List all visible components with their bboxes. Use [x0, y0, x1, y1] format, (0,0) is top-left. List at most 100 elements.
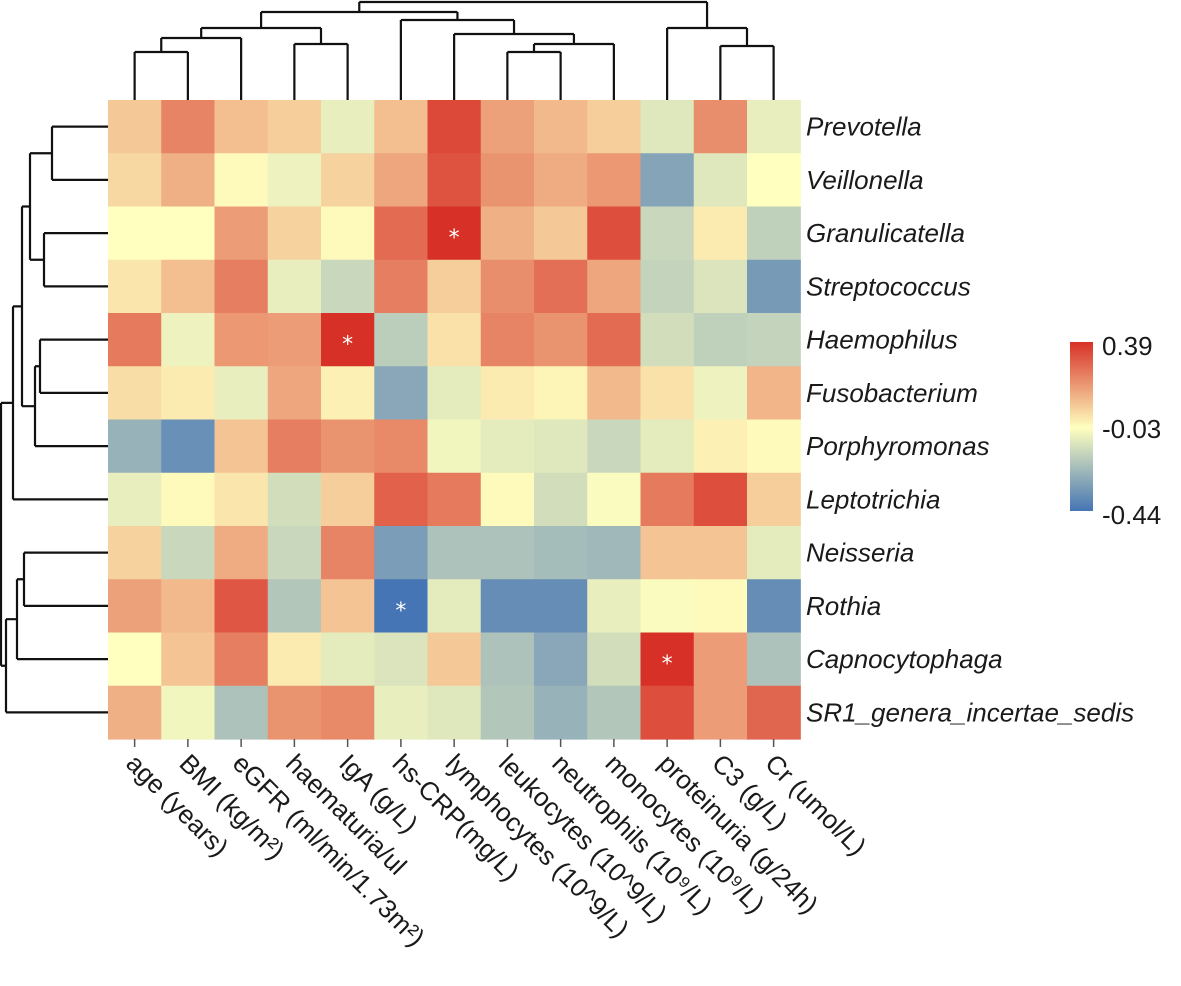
heatmap-cell-r5-c6	[427, 366, 482, 421]
significance-star: *	[395, 599, 406, 624]
significance-star: *	[449, 226, 460, 251]
heatmap-cell-r4-c6	[427, 313, 482, 367]
column-dendrogram-branch	[160, 36, 243, 100]
heatmap-cell-r3-c4	[321, 259, 375, 314]
significance-star: *	[342, 333, 353, 358]
heatmap-cell-r0-c5	[374, 100, 429, 154]
row-label-porphyromonas: Porphyromonas	[806, 431, 990, 461]
heatmap-cell-r6-c10	[640, 419, 695, 474]
heatmap-cell-r9-c1	[161, 579, 216, 634]
heatmap-cell-r5-c7	[480, 366, 535, 421]
heatmap-cell-r3-c7	[480, 259, 535, 314]
heatmap-cell-r10-c12	[747, 632, 801, 687]
heatmap-cell-r5-c3	[267, 366, 322, 421]
heatmap-cell-r9-c9	[587, 579, 642, 634]
heatmap-cell-r1-c9	[587, 153, 642, 208]
heatmap-cell-r0-c3	[267, 100, 322, 154]
heatmap-cell-r11-c7	[480, 685, 535, 740]
heatmap-cell-r5-c9	[587, 366, 642, 421]
heatmap-cell-r5-c2	[214, 366, 269, 421]
heatmap-cell-r1-c5	[374, 153, 429, 208]
legend-tick-label: -0.44	[1102, 500, 1161, 530]
heatmap-cells	[108, 100, 801, 740]
heatmap-cell-r11-c11	[693, 685, 748, 740]
row-label-capnocytophaga: Capnocytophaga	[806, 644, 1003, 674]
heatmap-cell-r0-c10	[640, 100, 695, 154]
column-dendrogram-branch	[133, 50, 189, 100]
heatmap-cell-r0-c9	[587, 100, 642, 154]
heatmap-cell-r0-c0	[108, 100, 162, 154]
heatmap-cell-r3-c9	[587, 259, 642, 314]
heatmap-cell-r5-c12	[747, 366, 801, 421]
column-dendrogram-branch	[200, 26, 323, 44]
heatmap-cell-r2-c1	[161, 206, 216, 261]
heatmap-cell-r9-c7	[480, 579, 535, 634]
heatmap-cell-r7-c5	[374, 472, 429, 527]
color-legend: 0.39 -0.03 -0.44	[1070, 331, 1161, 530]
legend-tick-label: -0.03	[1102, 414, 1161, 444]
heatmap-cell-r10-c4	[321, 632, 375, 687]
heatmap-cell-r4-c2	[214, 313, 269, 367]
heatmap-cell-r6-c2	[214, 419, 269, 474]
row-dendrogram-branch	[38, 338, 108, 394]
heatmap-cell-r7-c10	[640, 472, 695, 527]
heatmap-cell-r11-c1	[161, 685, 216, 740]
heatmap-cell-r7-c7	[480, 472, 535, 527]
heatmap-cell-r7-c8	[534, 472, 588, 527]
heatmap-cell-r8-c3	[267, 526, 322, 580]
heatmap-cell-r4-c12	[747, 313, 801, 367]
heatmap-cell-r10-c10	[640, 632, 695, 687]
heatmap-cell-r2-c7	[480, 206, 535, 261]
heatmap-cell-r2-c6	[427, 206, 482, 261]
heatmap-cell-r2-c11	[693, 206, 748, 261]
heatmap-cell-r8-c6	[427, 526, 482, 580]
heatmap-cell-r8-c9	[587, 526, 642, 580]
heatmap-cell-r1-c4	[321, 153, 375, 208]
heatmap-cell-r4-c7	[480, 313, 535, 367]
heatmap-cell-r2-c12	[747, 206, 801, 261]
significance-star: *	[662, 652, 673, 677]
heatmap-cell-r3-c12	[747, 259, 801, 314]
heatmap-cell-r11-c2	[214, 685, 269, 740]
heatmap-cell-r11-c8	[534, 685, 588, 740]
row-dendrogram-branch	[28, 152, 52, 261]
heatmap-cell-r5-c4	[321, 366, 375, 421]
heatmap-cell-r3-c1	[161, 259, 216, 314]
heatmap-cell-r3-c0	[108, 259, 162, 314]
heatmap-cell-r10-c1	[161, 632, 216, 687]
heatmap-cell-r0-c7	[480, 100, 535, 154]
heatmap-cell-r4-c0	[108, 313, 162, 367]
heatmap-cell-r11-c9	[587, 685, 642, 740]
column-dendrogram-branch	[719, 44, 775, 100]
row-dendrogram-branch	[42, 232, 108, 288]
heatmap-cell-r6-c12	[747, 419, 801, 474]
significance-markers: * * * *	[342, 226, 673, 677]
heatmap-cell-r0-c2	[214, 100, 269, 154]
heatmap-cell-r11-c5	[374, 685, 429, 740]
row-label-prevotella: Prevotella	[806, 112, 922, 142]
heatmap-cell-r6-c8	[534, 419, 588, 474]
heatmap-cell-r1-c2	[214, 153, 269, 208]
heatmap-cell-r10-c0	[108, 632, 162, 687]
heatmap-cell-r1-c6	[427, 153, 482, 208]
heatmap-cell-r10-c3	[267, 632, 322, 687]
heatmap-cell-r10-c9	[587, 632, 642, 687]
heatmap-cell-r0-c12	[747, 100, 801, 154]
heatmap-cell-r4-c11	[693, 313, 748, 367]
heatmap-cell-r9-c0	[108, 579, 162, 634]
row-label-rothia: Rothia	[806, 591, 881, 621]
heatmap-cell-r2-c4	[321, 206, 375, 261]
heatmap-cell-r9-c10	[640, 579, 695, 634]
heatmap-cell-r1-c12	[747, 153, 801, 208]
heatmap-cell-r8-c11	[693, 526, 748, 580]
column-dendrogram-branch	[358, 0, 709, 28]
heatmap-cell-r8-c12	[747, 526, 801, 580]
row-labels: Prevotella Veillonella Granulicatella Strep…	[806, 112, 1134, 728]
heatmap-cell-r11-c4	[321, 685, 375, 740]
heatmap-cell-r1-c8	[534, 153, 588, 208]
heatmap-cell-r5-c11	[693, 366, 748, 421]
heatmap-cell-r1-c11	[693, 153, 748, 208]
heatmap-cell-r10-c8	[534, 632, 588, 687]
heatmap-cell-r8-c10	[640, 526, 695, 580]
